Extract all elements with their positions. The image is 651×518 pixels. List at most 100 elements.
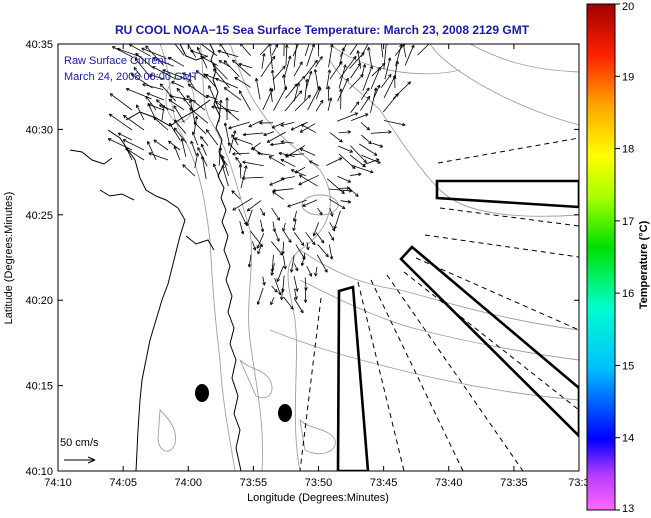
current-vector xyxy=(326,178,345,194)
current-vector xyxy=(225,108,240,121)
current-vector xyxy=(168,56,185,67)
current-vector xyxy=(159,83,177,102)
current-vector xyxy=(362,158,380,166)
current-vector xyxy=(250,230,263,248)
radar-sector-boxes xyxy=(336,179,579,471)
current-vector xyxy=(350,164,374,174)
current-vector xyxy=(169,94,197,102)
current-vector xyxy=(315,56,323,68)
current-vector xyxy=(203,73,217,88)
current-vector xyxy=(293,276,299,292)
x-tick-label: 74:10 xyxy=(44,477,72,489)
current-vector xyxy=(247,254,252,268)
current-vector xyxy=(280,140,294,144)
current-vector xyxy=(196,46,208,69)
current-vector xyxy=(281,275,285,293)
current-vector xyxy=(305,232,316,246)
current-vector xyxy=(348,187,359,197)
current-vector xyxy=(262,276,266,286)
current-vector xyxy=(200,155,207,179)
current-vector xyxy=(173,127,187,144)
current-vector xyxy=(193,115,199,134)
x-tick-label: 73:35 xyxy=(500,477,528,489)
current-vector xyxy=(298,174,319,186)
colorbar-tick-label: 15 xyxy=(622,360,634,372)
current-vector xyxy=(328,44,334,68)
current-vector xyxy=(276,265,284,282)
current-vector xyxy=(316,254,328,273)
current-time: March 24, 2008 00:00 GMT xyxy=(64,71,199,83)
current-vector xyxy=(195,70,207,79)
current-vector xyxy=(239,221,245,235)
current-vector xyxy=(370,66,381,90)
current-vector xyxy=(188,99,196,123)
current-vector xyxy=(122,139,145,151)
current-vector xyxy=(147,141,157,161)
current-vector xyxy=(135,52,154,68)
current-vector xyxy=(123,114,145,131)
coastline xyxy=(69,44,242,471)
current-vector xyxy=(309,160,319,167)
y-tick-label: 40:10 xyxy=(25,466,53,478)
current-vector xyxy=(223,122,230,144)
current-vector xyxy=(270,241,283,256)
current-vector xyxy=(283,55,292,79)
current-vector xyxy=(350,172,362,177)
current-vector xyxy=(281,241,285,255)
colorbar-label: Temperature (°C) xyxy=(638,220,650,309)
current-vector xyxy=(215,77,239,89)
current-vector xyxy=(402,44,407,58)
current-vector xyxy=(350,101,360,113)
current-vector xyxy=(212,163,220,177)
current-vector xyxy=(205,94,218,100)
current-vector xyxy=(328,244,334,260)
current-vector xyxy=(326,157,343,166)
current-vector xyxy=(303,288,308,303)
current-vector xyxy=(200,55,219,66)
colorbar-tick-label: 14 xyxy=(622,433,634,445)
current-vector xyxy=(262,88,274,110)
x-tick-label: 74:05 xyxy=(109,477,137,489)
chart-title: RU COOL NOAA−15 Sea Surface Temperature:… xyxy=(115,23,530,37)
current-vector xyxy=(302,199,318,207)
current-vector xyxy=(280,176,295,181)
current-vector xyxy=(328,231,335,241)
current-vector xyxy=(326,86,331,102)
current-vector xyxy=(371,62,386,77)
y-axis-label: Latitude (Degrees:Minutes) xyxy=(3,192,15,325)
current-vector xyxy=(240,165,248,189)
current-vector xyxy=(293,82,300,102)
current-vector xyxy=(136,104,145,121)
current-vector xyxy=(146,92,165,101)
current-vector xyxy=(289,255,295,273)
current-vector xyxy=(306,266,313,277)
current-vector xyxy=(260,55,276,78)
current-vector xyxy=(125,147,145,161)
current-vector xyxy=(333,210,341,230)
current-vector xyxy=(187,83,208,99)
current-vector xyxy=(293,61,303,77)
current-vector xyxy=(384,57,392,80)
current-vector xyxy=(189,107,209,124)
current-vector xyxy=(169,122,181,141)
current-vector xyxy=(349,44,358,55)
current-vector xyxy=(186,95,206,111)
current-vector xyxy=(294,94,311,112)
current-vector xyxy=(404,44,415,66)
current-vector xyxy=(200,136,209,147)
current-vector xyxy=(380,74,392,88)
colorbar-ticks: 13 14 15 16 17 18 19 20 xyxy=(615,1,634,515)
colorbar-tick-label: 17 xyxy=(622,216,634,228)
current-vector xyxy=(173,145,181,161)
current-vector xyxy=(259,207,265,216)
current-vector xyxy=(234,137,253,145)
current-vector xyxy=(212,63,228,80)
current-vector xyxy=(350,62,361,79)
current-vector xyxy=(208,85,220,110)
current-vector xyxy=(292,44,299,57)
current-vector xyxy=(190,140,197,156)
current-vector xyxy=(314,266,318,277)
current-vector xyxy=(263,131,275,137)
current-vector xyxy=(232,59,251,77)
current-vector xyxy=(287,199,307,208)
